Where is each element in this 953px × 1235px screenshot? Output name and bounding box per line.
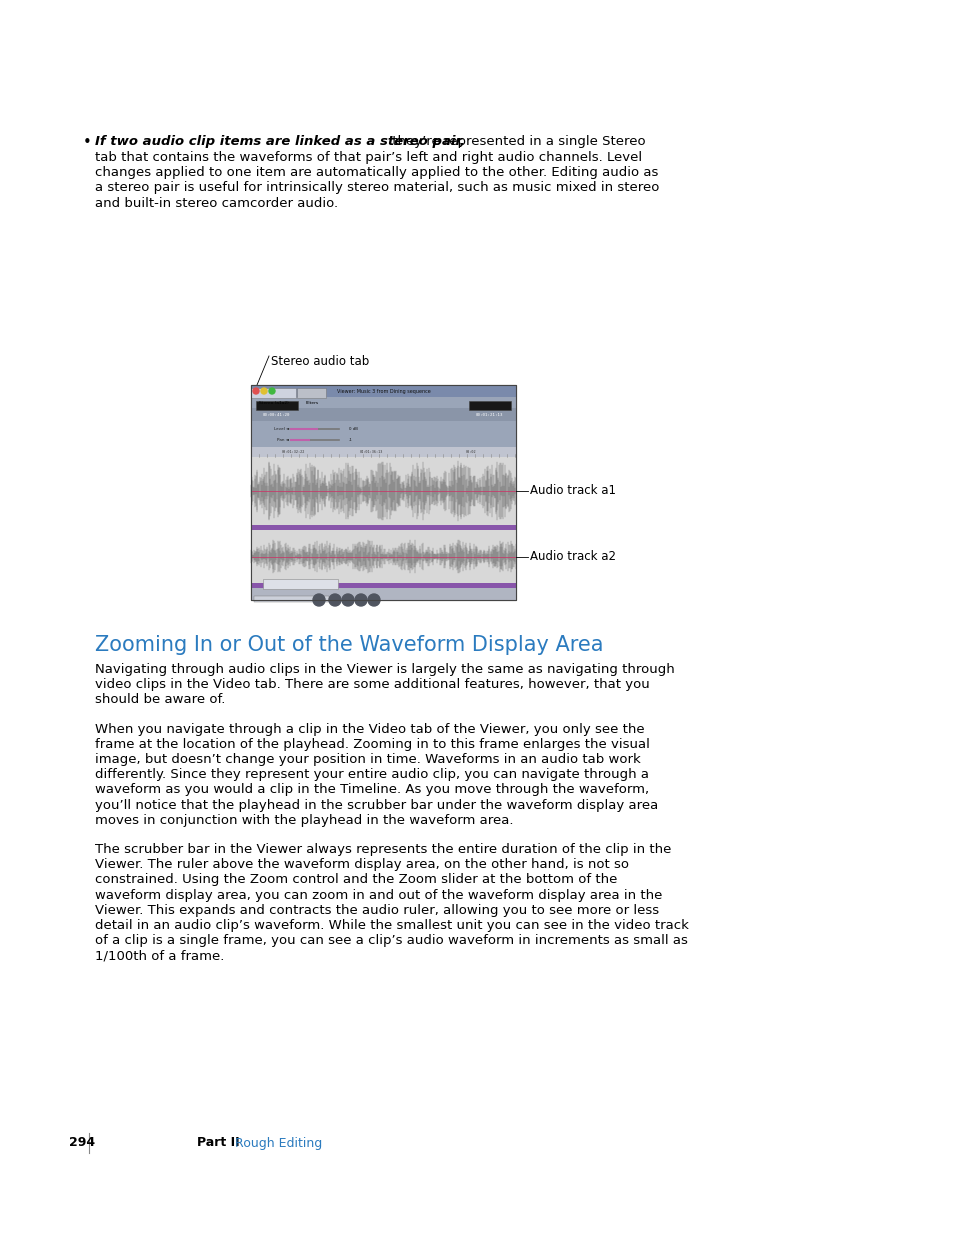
Text: 0 dB: 0 dB: [349, 427, 357, 431]
Bar: [469, 401, 511, 410]
Circle shape: [341, 594, 354, 606]
Text: Navigating through audio clips in the Viewer is largely the same as navigating t: Navigating through audio clips in the Vi…: [95, 663, 674, 676]
Circle shape: [261, 388, 267, 394]
Bar: [251, 525, 516, 530]
Text: changes applied to one item are automatically applied to the other. Editing audi: changes applied to one item are automati…: [95, 165, 658, 179]
Text: Part II: Part II: [196, 1136, 239, 1150]
Text: Audio track a2: Audio track a2: [530, 550, 616, 563]
Text: you’ll notice that the playhead in the scrubber bar under the waveform display a: you’ll notice that the playhead in the s…: [95, 799, 658, 811]
Text: Stereo (a1a2): Stereo (a1a2): [259, 401, 289, 405]
Circle shape: [269, 388, 274, 394]
Circle shape: [313, 594, 325, 606]
Text: differently. Since they represent your entire audio clip, you can navigate throu: differently. Since they represent your e…: [95, 768, 648, 782]
Text: of a clip is a single frame, you can see a clip’s audio waveform in increments a: of a clip is a single frame, you can see…: [95, 934, 687, 947]
Bar: [253, 597, 329, 601]
Text: a stereo pair is useful for intrinsically stereo material, such as music mixed i: a stereo pair is useful for intrinsicall…: [95, 182, 659, 194]
Text: If two audio clip items are linked as a stereo pair,: If two audio clip items are linked as a …: [95, 135, 464, 148]
Text: 1/100th of a frame.: 1/100th of a frame.: [95, 950, 224, 962]
Bar: [251, 588, 516, 600]
Text: 00:01:32:22: 00:01:32:22: [281, 450, 304, 454]
Bar: [251, 447, 516, 457]
Text: moves in conjunction with the playhead in the waveform area.: moves in conjunction with the playhead i…: [95, 814, 513, 826]
Circle shape: [329, 594, 340, 606]
Text: frame at the location of the playhead. Zooming in to this frame enlarges the vis: frame at the location of the playhead. Z…: [95, 737, 649, 751]
Bar: [251, 530, 516, 583]
Text: waveform display area, you can zoom in and out of the waveform display area in t: waveform display area, you can zoom in a…: [95, 889, 661, 902]
Text: 294: 294: [69, 1136, 95, 1150]
Text: Audio track a1: Audio track a1: [530, 484, 616, 498]
Bar: [251, 583, 516, 588]
Bar: [263, 579, 337, 589]
Text: tab that contains the waveforms of that pair’s left and right audio channels. Le: tab that contains the waveforms of that …: [95, 151, 641, 163]
Bar: [251, 457, 516, 525]
Text: When you navigate through a clip in the Video tab of the Viewer, you only see th: When you navigate through a clip in the …: [95, 722, 644, 736]
Text: waveform as you would a clip in the Timeline. As you move through the waveform,: waveform as you would a clip in the Time…: [95, 783, 648, 797]
Text: Viewer: Music 3 from Dining sequence: Viewer: Music 3 from Dining sequence: [336, 389, 430, 394]
Text: should be aware of.: should be aware of.: [95, 693, 225, 706]
Bar: [251, 385, 516, 600]
Text: Pan ◄: Pan ◄: [276, 438, 289, 442]
FancyBboxPatch shape: [252, 389, 296, 399]
Bar: [251, 385, 516, 600]
Text: Level ◄: Level ◄: [274, 427, 289, 431]
Text: and built-in stereo camcorder audio.: and built-in stereo camcorder audio.: [95, 198, 337, 210]
Text: 08:02: 08:02: [465, 450, 476, 454]
FancyBboxPatch shape: [297, 389, 326, 399]
Text: image, but doesn’t change your position in time. Waveforms in an audio tab work: image, but doesn’t change your position …: [95, 753, 640, 766]
Text: 00:00:41:20: 00:00:41:20: [263, 412, 291, 417]
Text: Stereo audio tab: Stereo audio tab: [271, 354, 369, 368]
Bar: [251, 385, 516, 396]
Bar: [251, 396, 516, 408]
Text: they’re represented in a single Stereo: they’re represented in a single Stereo: [388, 135, 645, 148]
Text: Zooming In or Out of the Waveform Display Area: Zooming In or Out of the Waveform Displa…: [95, 635, 603, 655]
Bar: [251, 408, 516, 421]
Text: detail in an audio clip’s waveform. While the smallest unit you can see in the v: detail in an audio clip’s waveform. Whil…: [95, 919, 688, 932]
Text: Rough Editing: Rough Editing: [234, 1136, 322, 1150]
Text: video clips in the Video tab. There are some additional features, however, that : video clips in the Video tab. There are …: [95, 678, 649, 692]
Bar: [251, 421, 516, 447]
Text: Viewer. The ruler above the waveform display area, on the other hand, is not so: Viewer. The ruler above the waveform dis…: [95, 858, 628, 871]
Bar: [255, 401, 297, 410]
Text: 04:01:36:13: 04:01:36:13: [359, 450, 382, 454]
Circle shape: [368, 594, 379, 606]
Circle shape: [253, 388, 258, 394]
Text: 00:01:21:13: 00:01:21:13: [476, 412, 503, 417]
Text: •: •: [83, 135, 91, 149]
Text: constrained. Using the Zoom control and the Zoom slider at the bottom of the: constrained. Using the Zoom control and …: [95, 873, 617, 887]
Text: The scrubber bar in the Viewer always represents the entire duration of the clip: The scrubber bar in the Viewer always re…: [95, 844, 671, 856]
Text: Viewer. This expands and contracts the audio ruler, allowing you to see more or : Viewer. This expands and contracts the a…: [95, 904, 659, 916]
Text: Filters: Filters: [305, 401, 318, 405]
Circle shape: [355, 594, 367, 606]
Text: -1: -1: [349, 438, 353, 442]
